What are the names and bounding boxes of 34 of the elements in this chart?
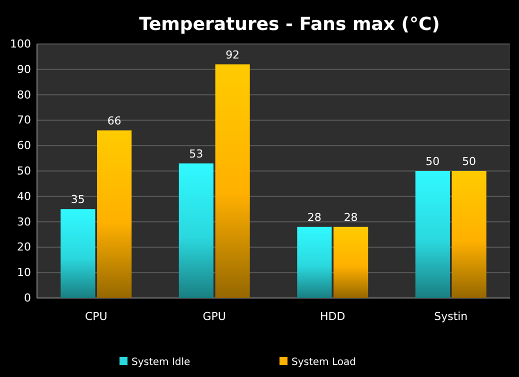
data-label: 50 <box>462 155 476 168</box>
data-label: 53 <box>189 147 204 160</box>
bar <box>452 171 486 298</box>
x-tick-label: CPU <box>84 310 108 323</box>
data-label: 50 <box>426 155 440 168</box>
bar <box>60 209 96 298</box>
x-tick-label: Systin <box>434 310 468 323</box>
chart-title: Temperatures - Fans max (°C) <box>139 14 440 35</box>
bar <box>415 171 450 298</box>
bar <box>297 226 332 298</box>
x-tick-label: GPU <box>202 310 226 323</box>
y-tick-label: 20 <box>17 240 31 254</box>
data-label: 28 <box>344 210 358 224</box>
legend-label: System Idle <box>132 357 190 368</box>
data-label: 35 <box>70 193 85 206</box>
y-tick-label: 100 <box>10 38 31 51</box>
y-tick-label: 40 <box>17 190 31 203</box>
y-tick-label: 50 <box>17 164 31 178</box>
y-tick-label: 0 <box>24 292 31 305</box>
bar <box>215 64 250 298</box>
y-tick-label: 80 <box>17 88 31 102</box>
legend-label: System Load <box>292 357 356 368</box>
y-tick-label: 70 <box>17 114 31 127</box>
y-tick-label: 10 <box>17 266 31 280</box>
data-label: 92 <box>226 48 240 62</box>
y-tick-label: 90 <box>17 62 31 76</box>
bar <box>97 130 132 298</box>
x-tick-label: HDD <box>320 310 346 323</box>
bar <box>178 163 214 298</box>
data-label: 28 <box>307 210 322 224</box>
data-label: 66 <box>107 114 122 128</box>
y-tick-label: 60 <box>17 139 31 152</box>
bar <box>334 226 368 298</box>
y-tick-label: 30 <box>17 215 31 228</box>
